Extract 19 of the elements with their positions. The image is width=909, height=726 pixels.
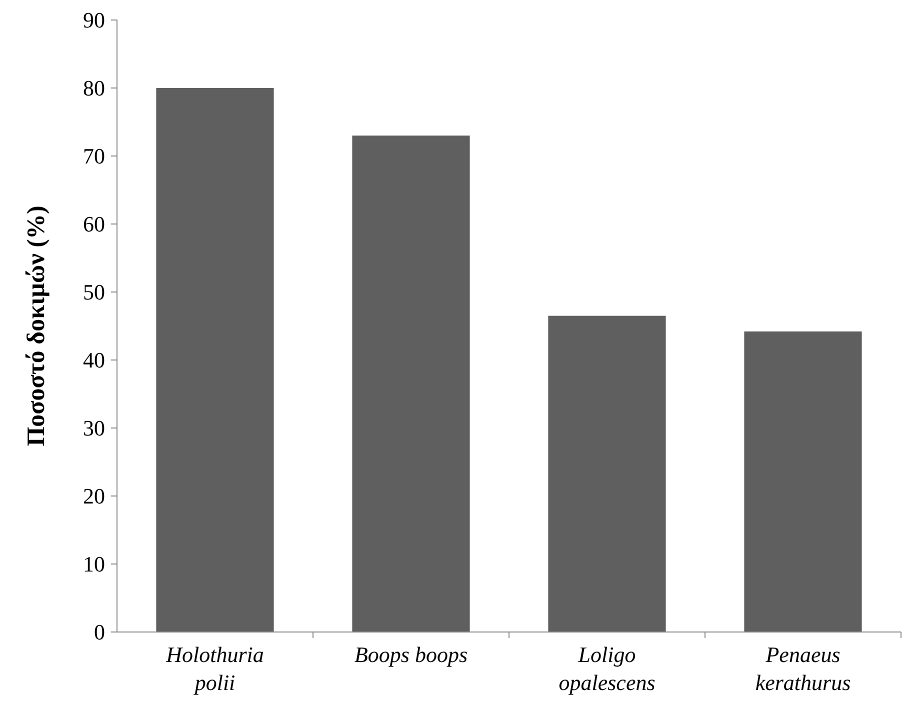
y-tick-label: 20 [83,484,105,509]
bar [156,88,274,632]
y-tick-label: 50 [83,280,105,305]
bar [352,136,470,632]
y-tick-label: 80 [83,76,105,101]
y-tick-label: 10 [83,552,105,577]
bar [744,331,862,632]
bar [548,316,666,632]
y-tick-label: 40 [83,348,105,373]
y-tick-label: 90 [83,8,105,33]
x-tick-label: Penaeus kerathurus [755,642,851,695]
x-tick-label: Loligo opalescens [558,642,656,695]
x-tick-label: Holothuria polii [165,642,264,695]
y-tick-label: 30 [83,416,105,441]
y-tick-label: 0 [94,620,105,645]
y-tick-label: 70 [83,144,105,169]
y-tick-label: 60 [83,212,105,237]
y-axis-title: Ποσοστό δοκιμών (%) [23,206,50,446]
x-tick-label: Boops boops [354,642,468,667]
